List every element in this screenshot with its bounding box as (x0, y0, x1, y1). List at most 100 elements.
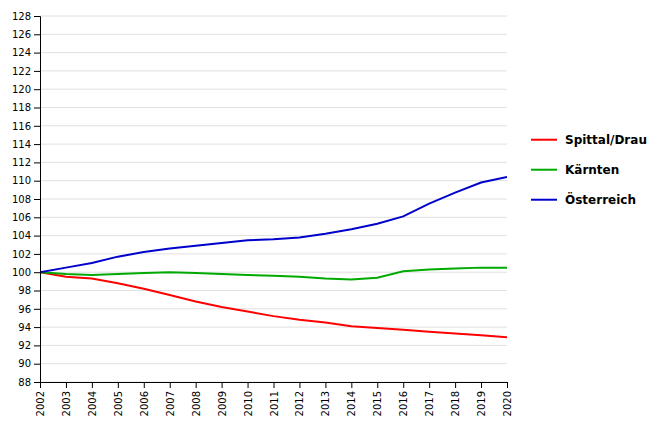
y-tick-mark (34, 181, 40, 182)
y-tick-mark (34, 254, 40, 255)
x-tick: 2009 (217, 382, 228, 416)
grid-line (40, 253, 507, 254)
x-tick-label: 2016 (398, 391, 409, 416)
x-tick-mark (196, 382, 197, 388)
y-tick: 106 (12, 212, 40, 223)
y-tick-label: 114 (12, 139, 31, 150)
x-tick: 2005 (113, 382, 124, 416)
y-tick-mark (34, 16, 40, 17)
y-tick: 114 (12, 139, 40, 150)
y-tick-label: 118 (12, 102, 31, 113)
legend-swatch (531, 199, 557, 201)
grid-line (40, 272, 507, 273)
y-tick-label: 106 (12, 212, 31, 223)
x-tick-label: 2014 (346, 391, 357, 416)
x-tick: 2019 (476, 382, 487, 416)
x-tick-mark (144, 382, 145, 388)
y-tick: 112 (12, 157, 40, 168)
y-tick-label: 104 (12, 230, 31, 241)
y-tick: 116 (12, 121, 40, 132)
x-tick-label: 2007 (165, 391, 176, 416)
lines (40, 177, 507, 337)
y-tick-mark (34, 108, 40, 109)
y-tick-label: 116 (12, 121, 31, 132)
grid-line (40, 162, 507, 163)
y-tick: 118 (12, 102, 40, 113)
series-line (40, 177, 507, 272)
x-tick: 2003 (61, 382, 72, 416)
grid-line (40, 144, 507, 145)
y-axis-line (34, 17, 41, 383)
x-tick: 2018 (450, 382, 461, 416)
y-tick-label: 120 (12, 84, 31, 95)
y-tick: 100 (12, 267, 40, 278)
x-tick: 2011 (269, 382, 280, 416)
x-tick-label: 2008 (191, 391, 202, 416)
x-tick-label: 2017 (424, 391, 435, 416)
legend-label: Kärnten (565, 163, 619, 177)
grid-line (40, 16, 507, 17)
legend: Spittal/DrauKärntenÖsterreich (531, 133, 647, 207)
grid-line (40, 107, 507, 108)
x-tick-label: 2015 (372, 391, 383, 416)
legend-label: Spittal/Drau (565, 133, 647, 147)
y-tick-mark (34, 34, 40, 35)
y-tick: 108 (12, 194, 40, 205)
legend-swatch (531, 169, 557, 171)
x-tick-mark (170, 382, 171, 388)
x-tick: 2020 (502, 382, 513, 416)
y-tick-label: 96 (18, 304, 31, 315)
y-tick: 96 (18, 304, 40, 315)
y-tick-label: 124 (12, 47, 31, 58)
x-tick-label: 2009 (217, 391, 228, 416)
y-tick: 102 (12, 249, 40, 260)
y-tick-mark (34, 217, 40, 218)
y-tick-label: 94 (18, 322, 31, 333)
x-tick-mark (248, 382, 249, 388)
y-tick-mark (34, 162, 40, 163)
x-tick: 2007 (165, 382, 176, 416)
x-tick: 2012 (294, 382, 305, 416)
y-tick-label: 92 (18, 340, 31, 351)
x-tick: 2016 (398, 382, 409, 416)
y-tick-label: 88 (18, 377, 31, 388)
y-tick-label: 108 (12, 194, 31, 205)
x-tick: 2006 (139, 382, 150, 416)
y-tick-mark (34, 199, 40, 200)
y-tick: 126 (12, 29, 40, 40)
x-axis-line (41, 383, 508, 389)
y-tick-mark (34, 291, 40, 292)
x-tick-mark (92, 382, 93, 388)
x-tick-label: 2019 (476, 391, 487, 416)
x-tick: 2002 (35, 382, 46, 416)
x-tick: 2014 (346, 382, 357, 416)
x-tick-mark (403, 382, 404, 388)
x-tick-label: 2003 (61, 391, 72, 416)
y-tick-mark (34, 327, 40, 328)
grid (40, 16, 507, 382)
x-tick-label: 2013 (320, 391, 331, 416)
grid-line (40, 125, 507, 126)
x-tick-label: 2005 (113, 391, 124, 416)
y-tick-label: 100 (12, 267, 31, 278)
y-tick-label: 122 (12, 66, 31, 77)
y-tick: 88 (18, 377, 40, 388)
y-tick-mark (34, 272, 40, 273)
x-tick-label: 2012 (294, 391, 305, 416)
grid-line (40, 290, 507, 291)
grid-line (40, 235, 507, 236)
grid-line (40, 345, 507, 346)
y-tick-mark (34, 236, 40, 237)
y-tick-mark (34, 382, 40, 383)
x-tick: 2017 (424, 382, 435, 416)
y-tick: 120 (12, 84, 40, 95)
x-tick: 2010 (243, 382, 254, 416)
y-tick-label: 110 (12, 175, 31, 186)
x-tick-mark (351, 382, 352, 388)
y-tick-mark (34, 71, 40, 72)
y-tick-label: 112 (12, 157, 31, 168)
y-tick-mark (34, 126, 40, 127)
y-tick-mark (34, 345, 40, 346)
x-tick-mark (507, 382, 508, 388)
y-tick-label: 128 (12, 11, 31, 22)
